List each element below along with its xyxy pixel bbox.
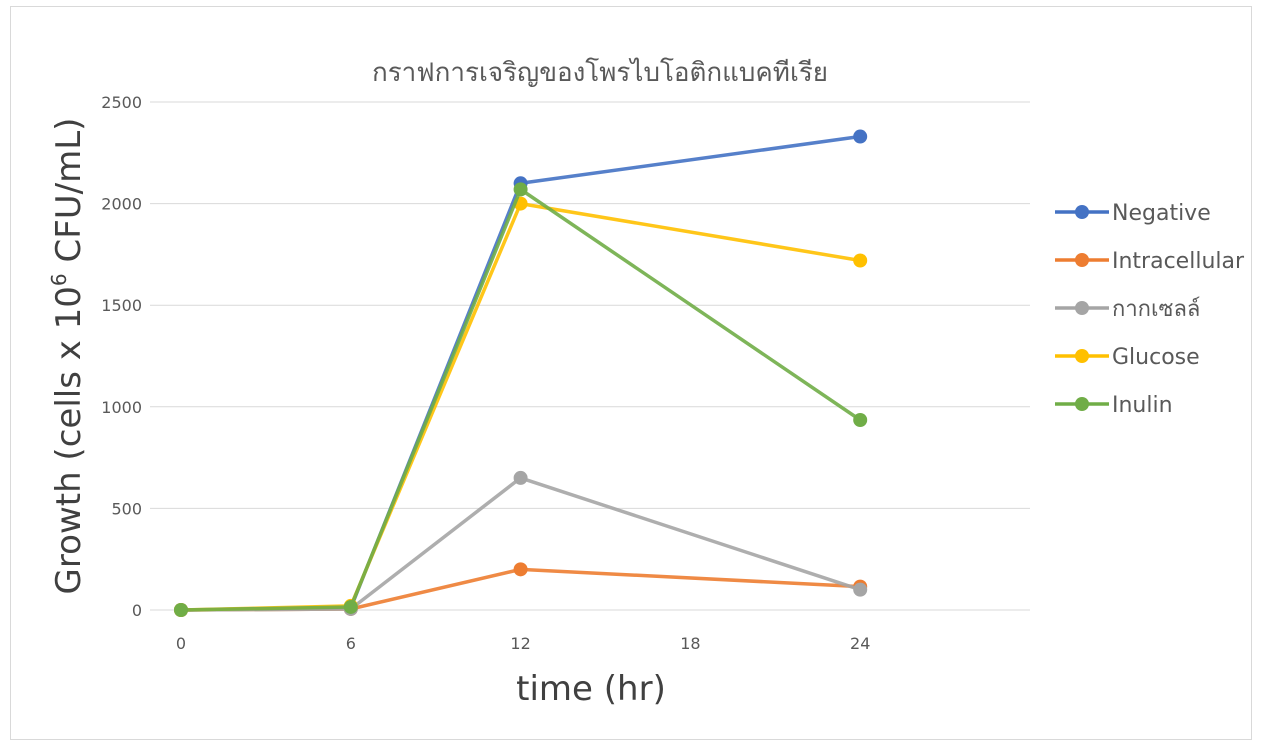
data-point — [853, 253, 868, 268]
data-point — [174, 603, 188, 617]
data-point — [513, 562, 528, 577]
legend-label: กากเซลล์ — [1112, 297, 1200, 322]
legend-marker — [1075, 301, 1089, 315]
legend-label: Negative — [1112, 201, 1211, 226]
series-layer — [174, 129, 868, 617]
legend: Negative Intracellular กากเซลล์ Glucose Inul… — [1055, 201, 1245, 418]
data-point — [853, 129, 868, 144]
y-tick-label: 1500 — [101, 296, 142, 315]
x-axis-title: time (hr) — [516, 669, 666, 709]
x-tick-label: 6 — [346, 634, 356, 653]
legend-label: Inulin — [1112, 393, 1173, 418]
series-line-4 — [180, 187, 862, 612]
data-point — [513, 470, 528, 485]
y-axis-title: Growth (cells x 106 CFU/mL) — [47, 118, 89, 595]
y-tick-label: 1000 — [101, 398, 142, 417]
chart-frame — [10, 6, 1252, 740]
x-tick-label: 18 — [680, 634, 700, 653]
legend-marker — [1075, 205, 1089, 219]
x-tick-labels: 0 6 12 18 24 — [176, 634, 870, 653]
y-axis-title-suffix: CFU/mL) — [49, 118, 89, 274]
data-point — [343, 599, 358, 614]
y-axis-title-prefix: Growth (cells x 10 — [49, 286, 89, 594]
gridlines — [150, 101, 1030, 611]
legend-label: Glucose — [1112, 345, 1200, 370]
legend-marker — [1075, 397, 1089, 411]
x-tick-label: 24 — [850, 634, 870, 653]
y-axis-title-superscript: 6 — [47, 273, 71, 286]
series-line-2 — [180, 476, 861, 612]
chart-title: กราฟการเจริญของโพรไบโอติกแบคทีเรีย — [372, 57, 828, 88]
x-tick-label: 12 — [510, 634, 530, 653]
legend-marker — [1075, 253, 1089, 267]
data-point — [853, 582, 868, 597]
legend-label: Intracellular — [1112, 249, 1245, 274]
y-tick-labels: 0 500 1000 1500 2000 2500 — [101, 93, 142, 620]
y-tick-label: 2000 — [101, 195, 142, 214]
y-tick-label: 0 — [132, 601, 142, 620]
legend-marker — [1075, 349, 1089, 363]
data-point — [853, 413, 868, 428]
data-point — [513, 182, 528, 197]
y-tick-label: 2500 — [101, 93, 142, 112]
x-tick-label: 0 — [176, 634, 186, 653]
y-tick-label: 500 — [111, 499, 142, 518]
